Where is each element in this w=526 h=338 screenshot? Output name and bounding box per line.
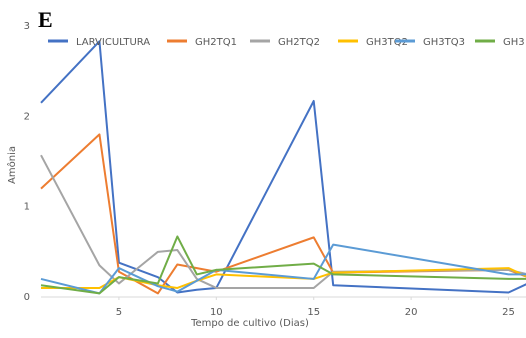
legend-label: GH2TQ1 [195,37,237,48]
y-tick-label: 2 [24,111,30,122]
legend-label: GH2TQ2 [278,37,320,48]
series-line [40,40,526,294]
legend-label: GH3 [503,37,525,48]
x-tick-label: 25 [502,307,515,318]
y-tick-label: 1 [24,202,30,213]
x-axis-label: Tempo de cultivo (Dias) [190,318,309,329]
series-line [40,235,526,295]
plot [40,40,526,295]
y-tick-label: 0 [24,292,30,303]
y-axis-label: Amônia [6,146,18,184]
series-line [40,243,526,295]
x-tick-label: 5 [116,307,122,318]
x-tick-label: 20 [405,307,418,318]
legend-label: LARVICULTURA [76,37,150,48]
chart-title: E [38,7,53,32]
x-tick-label: 15 [307,307,320,318]
y-tick-label: 3 [24,21,30,32]
series-line [40,154,526,289]
legend-label: GH3TQ2 [366,37,408,48]
x-tick-label: 10 [210,307,223,318]
legend-label: GH3TQ3 [423,37,465,48]
